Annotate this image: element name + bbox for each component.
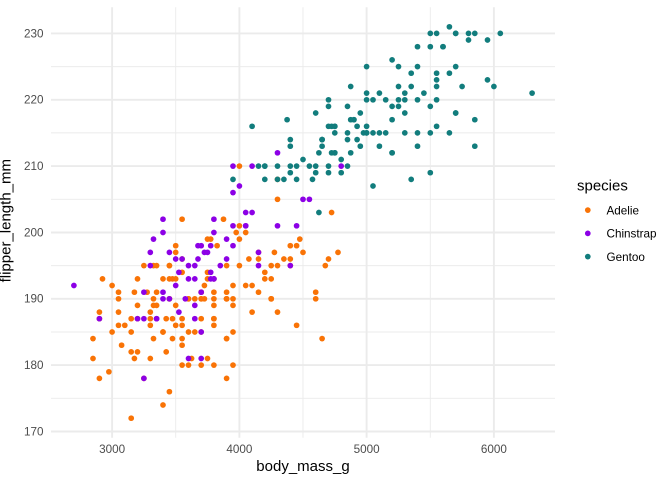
svg-text:Adelie: Adelie: [607, 204, 640, 217]
svg-text:Chinstrap: Chinstrap: [607, 228, 658, 241]
svg-text:flipper_length_mm: flipper_length_mm: [0, 159, 15, 282]
svg-text:210: 210: [24, 160, 44, 173]
svg-text:170: 170: [24, 425, 44, 438]
svg-text:6000: 6000: [481, 443, 508, 456]
svg-text:body_mass_g: body_mass_g: [256, 458, 349, 475]
svg-text:5000: 5000: [354, 443, 381, 456]
svg-text:180: 180: [24, 359, 44, 372]
svg-text:230: 230: [24, 27, 44, 40]
svg-text:3000: 3000: [99, 443, 126, 456]
svg-text:190: 190: [24, 293, 44, 306]
svg-text:4000: 4000: [226, 443, 253, 456]
svg-text:200: 200: [24, 226, 44, 239]
svg-text:220: 220: [24, 94, 44, 107]
svg-text:Gentoo: Gentoo: [607, 251, 646, 264]
svg-text:species: species: [577, 177, 628, 194]
